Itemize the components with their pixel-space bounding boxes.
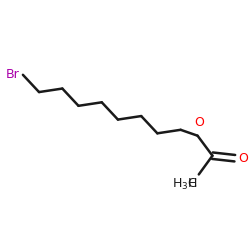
Text: O: O	[238, 152, 248, 165]
Text: H: H	[188, 177, 198, 190]
Text: O: O	[194, 116, 204, 130]
Text: Br: Br	[6, 68, 19, 81]
Text: H$_3$C: H$_3$C	[172, 177, 198, 192]
